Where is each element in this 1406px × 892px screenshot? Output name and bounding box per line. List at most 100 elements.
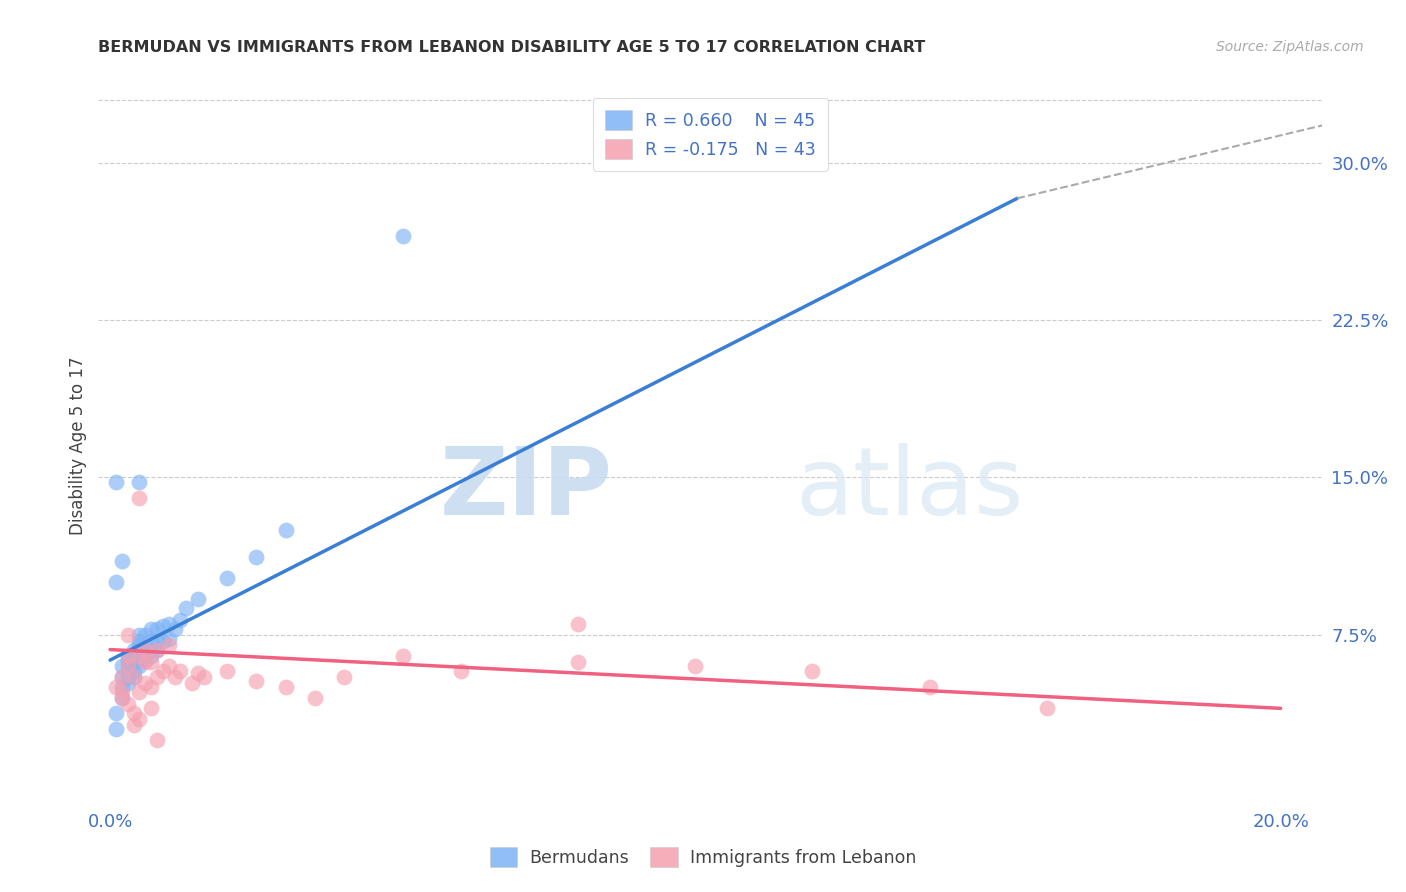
Point bbox=[117, 676, 139, 690]
Point bbox=[128, 645, 150, 659]
Point bbox=[157, 639, 180, 653]
Point bbox=[128, 648, 150, 663]
Point bbox=[163, 622, 186, 636]
Point bbox=[128, 648, 150, 663]
Point bbox=[134, 653, 156, 667]
Point bbox=[245, 550, 267, 565]
Point bbox=[157, 632, 180, 646]
Point bbox=[146, 732, 169, 747]
Point bbox=[104, 681, 127, 695]
Point bbox=[567, 655, 589, 669]
Point bbox=[128, 639, 150, 653]
Point bbox=[187, 592, 209, 607]
Point bbox=[134, 648, 156, 663]
Point bbox=[146, 642, 169, 657]
Point bbox=[122, 706, 145, 720]
Point bbox=[193, 670, 215, 684]
Point bbox=[450, 664, 472, 678]
Point bbox=[122, 664, 145, 678]
Point bbox=[111, 681, 134, 695]
Point bbox=[134, 628, 156, 642]
Point bbox=[122, 670, 145, 684]
Point bbox=[333, 670, 356, 684]
Point bbox=[139, 655, 162, 669]
Text: ZIP: ZIP bbox=[439, 442, 612, 535]
Point bbox=[152, 664, 174, 678]
Point bbox=[304, 690, 326, 705]
Point bbox=[174, 600, 197, 615]
Point bbox=[152, 619, 174, 633]
Point bbox=[128, 628, 150, 642]
Point bbox=[217, 571, 239, 585]
Point bbox=[245, 674, 267, 689]
Legend: Bermudans, Immigrants from Lebanon: Bermudans, Immigrants from Lebanon bbox=[482, 840, 924, 874]
Point bbox=[122, 655, 145, 669]
Point bbox=[117, 648, 139, 663]
Point bbox=[1035, 701, 1057, 715]
Point bbox=[104, 575, 127, 590]
Point bbox=[117, 659, 139, 673]
Point bbox=[169, 613, 191, 627]
Point bbox=[122, 642, 145, 657]
Point bbox=[104, 706, 127, 720]
Point bbox=[128, 653, 150, 667]
Text: Source: ZipAtlas.com: Source: ZipAtlas.com bbox=[1216, 40, 1364, 54]
Point bbox=[117, 697, 139, 711]
Point bbox=[134, 676, 156, 690]
Point bbox=[117, 648, 139, 663]
Point bbox=[163, 670, 186, 684]
Point bbox=[139, 642, 162, 657]
Point bbox=[111, 690, 134, 705]
Point bbox=[128, 712, 150, 726]
Point bbox=[128, 684, 150, 698]
Point bbox=[918, 681, 941, 695]
Text: atlas: atlas bbox=[796, 442, 1024, 535]
Point bbox=[134, 655, 156, 669]
Point bbox=[134, 642, 156, 657]
Point bbox=[122, 670, 145, 684]
Point bbox=[217, 664, 239, 678]
Point bbox=[139, 701, 162, 715]
Text: BERMUDAN VS IMMIGRANTS FROM LEBANON DISABILITY AGE 5 TO 17 CORRELATION CHART: BERMUDAN VS IMMIGRANTS FROM LEBANON DISA… bbox=[98, 40, 925, 55]
Point bbox=[111, 684, 134, 698]
Point bbox=[111, 690, 134, 705]
Point bbox=[152, 634, 174, 648]
Point bbox=[391, 229, 413, 244]
Point bbox=[111, 670, 134, 684]
Point bbox=[134, 642, 156, 657]
Point bbox=[157, 617, 180, 632]
Point bbox=[685, 659, 707, 673]
Point bbox=[146, 622, 169, 636]
Point bbox=[146, 634, 169, 648]
Point bbox=[128, 634, 150, 648]
Point bbox=[169, 664, 191, 678]
Point bbox=[104, 723, 127, 737]
Point bbox=[801, 664, 824, 678]
Point bbox=[157, 659, 180, 673]
Point bbox=[128, 659, 150, 673]
Point bbox=[128, 491, 150, 506]
Point bbox=[391, 648, 413, 663]
Point bbox=[181, 676, 204, 690]
Point bbox=[139, 634, 162, 648]
Point bbox=[117, 659, 139, 673]
Point bbox=[139, 648, 162, 663]
Point bbox=[128, 475, 150, 489]
Point bbox=[111, 670, 134, 684]
Point bbox=[139, 622, 162, 636]
Point bbox=[274, 523, 297, 537]
Point bbox=[187, 665, 209, 680]
Legend: R = 0.660    N = 45, R = -0.175   N = 43: R = 0.660 N = 45, R = -0.175 N = 43 bbox=[592, 98, 828, 171]
Point bbox=[117, 628, 139, 642]
Point bbox=[139, 681, 162, 695]
Point bbox=[146, 670, 169, 684]
Point bbox=[104, 475, 127, 489]
Point bbox=[117, 670, 139, 684]
Point bbox=[117, 653, 139, 667]
Point bbox=[111, 659, 134, 673]
Point bbox=[122, 718, 145, 732]
Point bbox=[111, 554, 134, 568]
Point bbox=[274, 681, 297, 695]
Point bbox=[567, 617, 589, 632]
Y-axis label: Disability Age 5 to 17: Disability Age 5 to 17 bbox=[69, 357, 87, 535]
